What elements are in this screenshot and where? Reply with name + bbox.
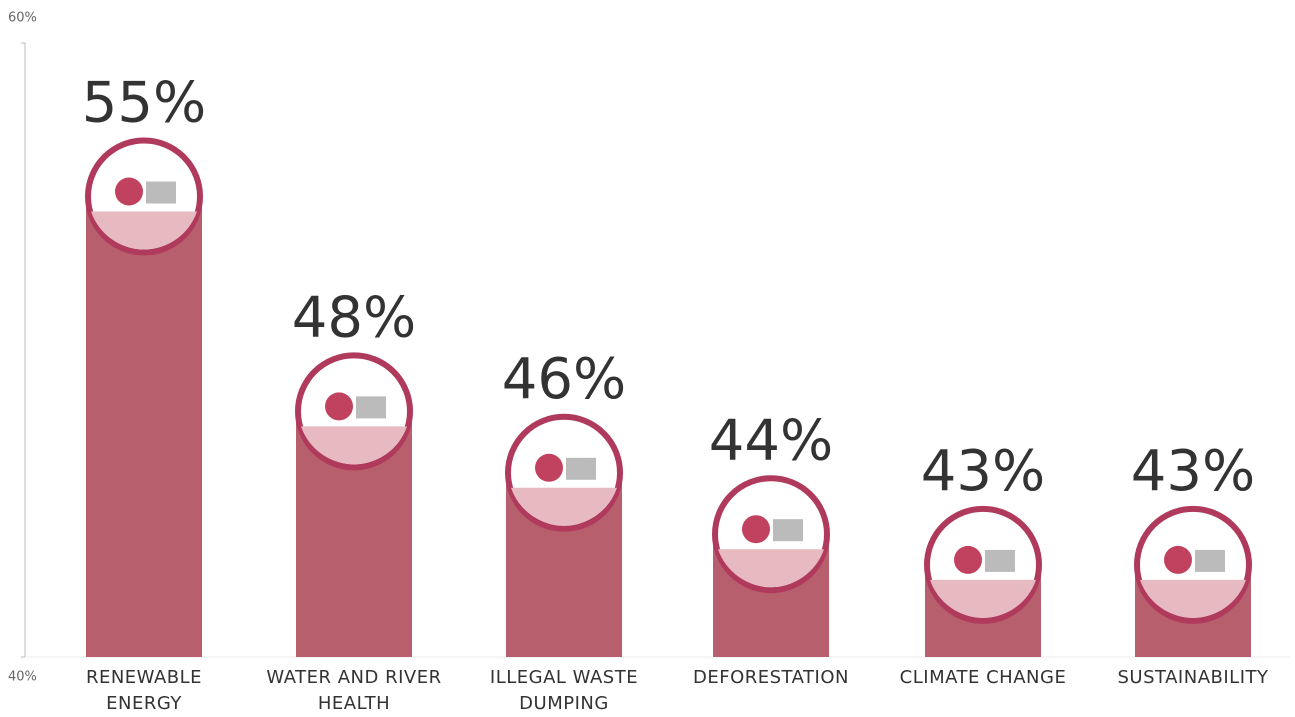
badge-dot (1164, 545, 1192, 574)
value-label: 55% (82, 71, 206, 136)
badge-dot (115, 177, 143, 206)
value-label: 46% (502, 347, 626, 412)
badge-shape (773, 519, 803, 542)
icon-badge (1134, 505, 1252, 624)
badge-dot (954, 545, 982, 574)
bar (86, 196, 202, 657)
x-tick-label: ILLEGAL WASTE DUMPING (489, 667, 639, 714)
y-tick-label: 60% (8, 11, 37, 26)
badge-shape (146, 181, 176, 204)
badge-dot (325, 392, 353, 421)
icon-badge (712, 475, 830, 594)
x-tick-label: WATER AND RIVER HEALTH (266, 667, 442, 714)
value-label: 44% (709, 408, 833, 473)
badge-ground (930, 579, 1036, 618)
icon-badge (295, 352, 413, 471)
x-tick-label: DEFORESTATION (692, 667, 849, 688)
badge-shape (566, 457, 596, 480)
x-tick-label: RENEWABLE ENERGY (85, 667, 203, 714)
badge-ground (1140, 579, 1246, 618)
badge-dot (535, 453, 563, 482)
badge-ground (301, 426, 407, 465)
badge-shape (1195, 549, 1225, 572)
icon-badge (505, 413, 623, 532)
badge-dot (742, 515, 770, 544)
icon-badge (85, 137, 203, 256)
badge-ground (511, 487, 617, 526)
badge-ground (718, 549, 824, 588)
badge-ground (91, 211, 197, 250)
value-label: 48% (292, 286, 416, 351)
badge-shape (985, 549, 1015, 572)
badge-shape (356, 396, 386, 419)
x-tick-label: SUSTAINABILITY (1117, 667, 1269, 688)
x-tick-label: CLIMATE CHANGE (899, 667, 1067, 688)
value-label: 43% (921, 439, 1045, 504)
value-label: 43% (1131, 439, 1255, 504)
y-tick-label: 40% (8, 670, 37, 685)
icon-badge (924, 505, 1042, 624)
